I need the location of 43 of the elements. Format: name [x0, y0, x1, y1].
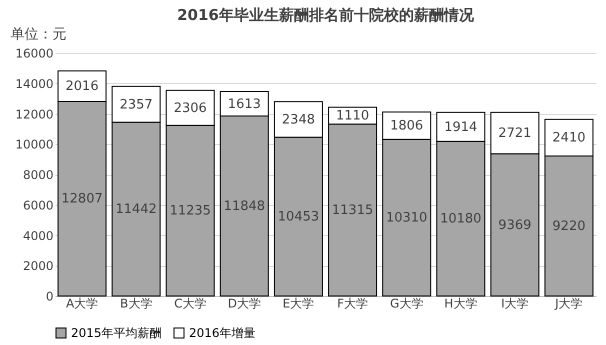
legend-label: 2015年平均薪酬: [71, 326, 162, 340]
data-label: 2357: [120, 97, 153, 112]
y-tick-label: 14000: [15, 76, 54, 91]
y-tick-label: 2000: [22, 259, 54, 274]
data-label: 11848: [224, 199, 266, 214]
data-label: 2721: [498, 126, 532, 142]
x-tick-label: E大学: [282, 296, 314, 310]
data-label: 12807: [61, 192, 103, 207]
y-tick-label: 0: [46, 290, 54, 304]
y-tick-label: 12000: [15, 107, 54, 122]
data-label: 9369: [498, 218, 532, 233]
y-tick-label: 6000: [22, 198, 54, 212]
data-label: 11315: [332, 203, 374, 218]
y-tick-label: 10000: [15, 138, 54, 152]
x-tick-label: J大学: [554, 296, 583, 310]
y-tick-label: 4000: [22, 228, 54, 243]
data-label: 1914: [444, 120, 478, 135]
x-tick-label: C大学: [174, 296, 206, 310]
data-label: 10453: [278, 210, 320, 225]
x-tick-label: I大学: [501, 296, 529, 310]
x-tick-label: B大学: [120, 296, 152, 310]
data-label: 1613: [228, 96, 261, 112]
data-label: 2306: [174, 100, 207, 116]
x-tick-label: G大学: [390, 296, 424, 310]
data-label: 1806: [390, 118, 424, 134]
data-label: 2348: [282, 112, 315, 128]
data-label: 11442: [115, 202, 157, 218]
y-axis-title: 单位：元: [10, 26, 66, 42]
y-tick-label: 16000: [15, 46, 54, 60]
x-tick-label: H大学: [444, 296, 478, 310]
data-label: 9220: [552, 218, 586, 234]
data-label: 1110: [336, 108, 370, 124]
y-tick-label: 8000: [22, 168, 54, 182]
legend-label: 2016年增量: [189, 326, 256, 340]
x-tick-label: D大学: [228, 296, 261, 310]
data-label: 10180: [440, 212, 482, 227]
data-label: 2410: [552, 130, 586, 146]
data-label: 2016: [66, 79, 99, 94]
x-tick-label: F大学: [337, 296, 368, 310]
chart-title: 2016年毕业生薪酬排名前十院校的薪酬情况: [177, 6, 475, 24]
x-tick-label: A大学: [66, 296, 98, 310]
data-label: 11235: [170, 204, 211, 219]
data-label: 10310: [386, 210, 428, 226]
